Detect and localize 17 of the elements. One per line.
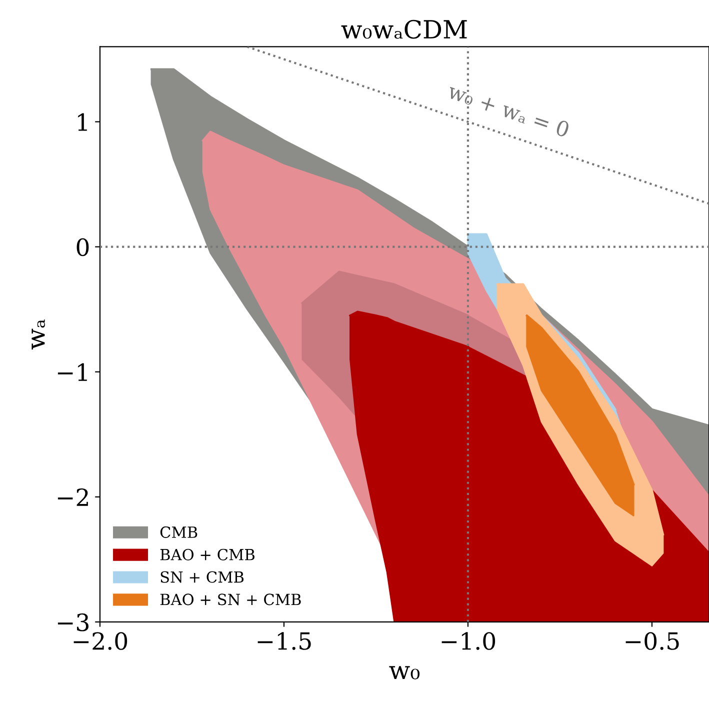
x-tick-label: −0.5: [626, 632, 679, 650]
y-axis-title: wₐ: [32, 320, 45, 350]
y-tick-label: −1: [58, 363, 87, 381]
legend-label: CMB: [160, 526, 198, 538]
x-tick-label: −1.0: [442, 632, 496, 650]
legend-label: BAO + SN + CMB: [160, 594, 301, 606]
y-tick-label: 0: [76, 238, 89, 256]
x-axis-title: w₀: [389, 666, 420, 680]
x-tick-label: −2.0: [74, 632, 128, 650]
y-tick-label: −3: [58, 613, 88, 632]
annotation: w₀ + wₐ = 0: [446, 82, 570, 138]
chart-title: w₀wₐCDM: [341, 20, 467, 39]
y-tick-label: −2: [58, 488, 88, 506]
y-tick-label: 1: [78, 113, 87, 131]
legend-label: SN + CMB: [160, 571, 244, 583]
x-tick-label: −1.5: [258, 632, 311, 650]
legend-label: BAO + CMB: [160, 548, 254, 560]
